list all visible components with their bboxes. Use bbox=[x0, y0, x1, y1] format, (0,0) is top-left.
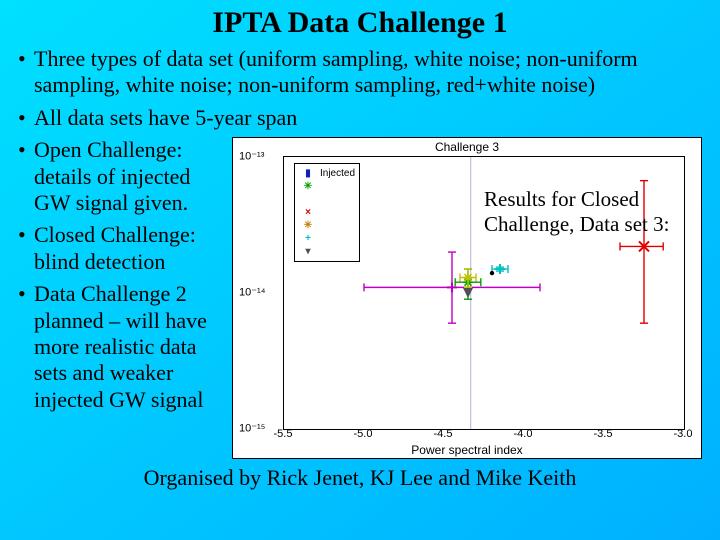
slide-title: IPTA Data Challenge 1 bbox=[18, 6, 702, 40]
footer-text: Organised by Rick Jenet, KJ Lee and Mike… bbox=[18, 465, 702, 491]
bullet-item: Open Challenge: details of injected GW s… bbox=[34, 137, 226, 216]
left-column: Open Challenge: details of injected GW s… bbox=[18, 137, 226, 459]
x-axis-label: Power spectral index bbox=[233, 443, 701, 457]
chart-annotation: Results for Closed Challenge, Data set 3… bbox=[484, 187, 674, 237]
chart-panel: Challenge 3 ▮Injected✳+×✳+▾ Results for … bbox=[232, 137, 702, 459]
bullet-item: Data Challenge 2 planned – will have mor… bbox=[34, 281, 226, 413]
chart-legend: ▮Injected✳+×✳+▾ bbox=[294, 163, 360, 262]
chart-title: Challenge 3 bbox=[233, 140, 701, 154]
slide: IPTA Data Challenge 1 Three types of dat… bbox=[0, 0, 720, 540]
bullet-item: Closed Challenge: blind detection bbox=[34, 222, 226, 275]
right-column: Challenge 3 ▮Injected✳+×✳+▾ Results for … bbox=[232, 137, 702, 459]
columns: Open Challenge: details of injected GW s… bbox=[18, 137, 702, 459]
bullet-item: Three types of data set (uniform samplin… bbox=[34, 46, 702, 99]
plot-area: ▮Injected✳+×✳+▾ Results for Closed Chall… bbox=[283, 156, 685, 430]
top-bullet-list: Three types of data set (uniform samplin… bbox=[18, 46, 702, 131]
left-bullet-list: Open Challenge: details of injected GW s… bbox=[18, 137, 226, 413]
bullet-item: All data sets have 5-year span bbox=[34, 105, 702, 131]
